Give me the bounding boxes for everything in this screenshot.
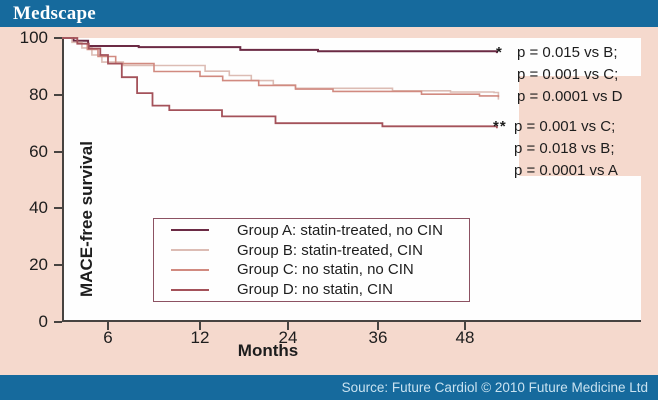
background-patch <box>519 76 658 176</box>
pvalue-line: p = 0.001 vs C; <box>517 66 619 83</box>
y-tick-label: 0 <box>38 312 48 331</box>
x-tick-mark <box>464 322 466 330</box>
y-tick-mark <box>54 37 62 39</box>
y-tick-mark <box>54 150 62 153</box>
footer-bar: Source: Future Cardiol © 2010 Future Med… <box>0 375 658 400</box>
legend-item: Group C: no statin, no CIN <box>154 261 469 278</box>
x-tick-label: 24 <box>278 328 298 347</box>
pvalue-line: p = 0.001 vs C; <box>514 118 616 135</box>
annotation-block-a: * p = 0.015 vs B; p = 0.001 vs C; p = 0.… <box>496 42 622 108</box>
x-axis-title: Months <box>237 341 299 360</box>
pvalue-line: p = 0.0001 vs A <box>514 162 618 179</box>
pvalue-line: p = 0.015 vs B; <box>517 44 618 61</box>
pvalue-line: p = 0.0001 vs D <box>517 88 623 105</box>
y-tick-mark <box>54 93 62 96</box>
double-asterisk-marker: ** <box>493 118 507 135</box>
pvalue-line: p = 0.018 vs B; <box>514 140 615 157</box>
legend-swatch-line <box>171 268 209 271</box>
y-tick-label: 60 <box>29 141 48 161</box>
x-tick-label: 36 <box>368 328 388 347</box>
legend-item: Group D: no statin, CIN <box>154 281 469 298</box>
x-tick-label: 12 <box>190 328 210 347</box>
y-tick-label: 40 <box>29 198 48 218</box>
legend-label: Group D: no statin, CIN <box>237 281 393 299</box>
y-tick-mark <box>54 321 62 323</box>
legend-swatch-line <box>171 249 209 252</box>
y-axis-title: MACE-free survival <box>77 141 96 297</box>
x-tick-label: 48 <box>455 328 475 347</box>
x-tick-label: 6 <box>103 328 113 347</box>
y-tick-mark <box>54 264 62 267</box>
y-tick-label: 100 <box>19 28 48 47</box>
x-tick-mark <box>287 322 289 330</box>
legend-item: Group A: statin-treated, no CIN <box>154 222 469 239</box>
y-tick-label: 20 <box>29 255 48 275</box>
medscape-logo[interactable]: Medscape <box>13 2 96 24</box>
x-tick-mark <box>107 322 109 330</box>
asterisk-marker: * <box>496 44 503 61</box>
source-credit: Source: Future Cardiol © 2010 Future Med… <box>341 380 648 395</box>
legend-swatch-line <box>171 229 209 232</box>
y-tick-mark <box>54 207 62 210</box>
legend-label: Group C: no statin, no CIN <box>237 261 414 279</box>
x-tick-mark <box>199 322 201 330</box>
x-tick-mark <box>377 322 379 330</box>
y-tick-label: 80 <box>29 84 48 104</box>
legend-label: Group A: statin-treated, no CIN <box>237 221 443 239</box>
legend-swatch-line <box>171 288 209 291</box>
legend-label: Group B: statin-treated, CIN <box>237 241 423 259</box>
legend-item: Group B: statin-treated, CIN <box>154 242 469 259</box>
legend-box: Group A: statin-treated, no CIN Group B: … <box>153 218 470 302</box>
annotation-block-d: ** p = 0.001 vs C; p = 0.018 vs B; p = 0… <box>493 116 618 182</box>
header-bar: Medscape <box>0 0 658 27</box>
